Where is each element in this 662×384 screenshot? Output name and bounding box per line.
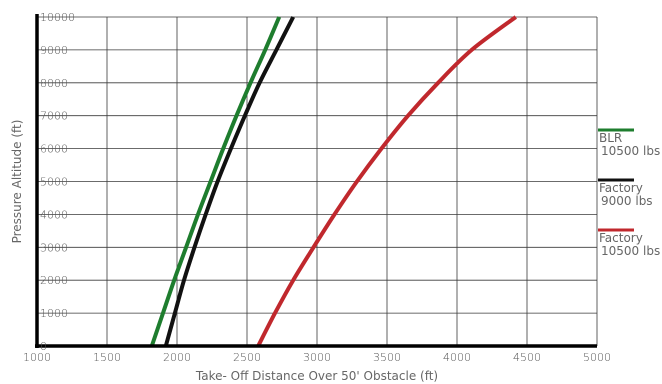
axes — [35, 14, 597, 348]
y-tick-8000: 8000 — [40, 77, 68, 90]
legend-label-3-2: 10500 lbs — [601, 244, 660, 258]
y-tick-7000: 7000 — [40, 110, 68, 123]
legend-label-1-2: 10500 lbs — [601, 144, 660, 158]
legend-label-2-2: 9000 lbs — [601, 194, 653, 208]
x-tick-2000: 2000 — [163, 351, 191, 364]
x-tick-4000: 4000 — [443, 351, 471, 364]
y-tick-6000: 6000 — [40, 143, 68, 156]
y-tick-9000: 9000 — [40, 44, 68, 57]
y-axis-label: Pressure Altitude (ft) — [10, 120, 24, 244]
x-tick-3000: 3000 — [303, 351, 331, 364]
legend-label-3-1: Factory — [599, 231, 643, 245]
legend-label-1-1: BLR — [599, 131, 622, 145]
y-tick-1000: 1000 — [40, 307, 68, 320]
y-tick-3000: 3000 — [40, 241, 68, 254]
y-tick-5000: 5000 — [40, 176, 68, 189]
y-tick-4000: 4000 — [40, 208, 68, 221]
x-axis-label: Take- Off Distance Over 50' Obstacle (ft… — [195, 369, 438, 383]
y-tick-labels: 0100020003000400050006000700080009000100… — [40, 11, 75, 353]
x-tick-labels: 1000 1500 2000 2500 3000 3500 4000 4500 5000 — [23, 351, 611, 364]
x-tick-4500: 4500 — [513, 351, 541, 364]
x-tick-1500: 1500 — [93, 351, 121, 364]
x-tick-1000: 1000 — [23, 351, 51, 364]
x-tick-2500: 2500 — [233, 351, 261, 364]
x-tick-5000: 5000 — [583, 351, 611, 364]
y-tick-10000: 10000 — [40, 11, 75, 24]
gridlines — [37, 17, 597, 346]
y-tick-2000: 2000 — [40, 274, 68, 287]
x-tick-3500: 3500 — [373, 351, 401, 364]
legend-label-2-1: Factory — [599, 181, 643, 195]
